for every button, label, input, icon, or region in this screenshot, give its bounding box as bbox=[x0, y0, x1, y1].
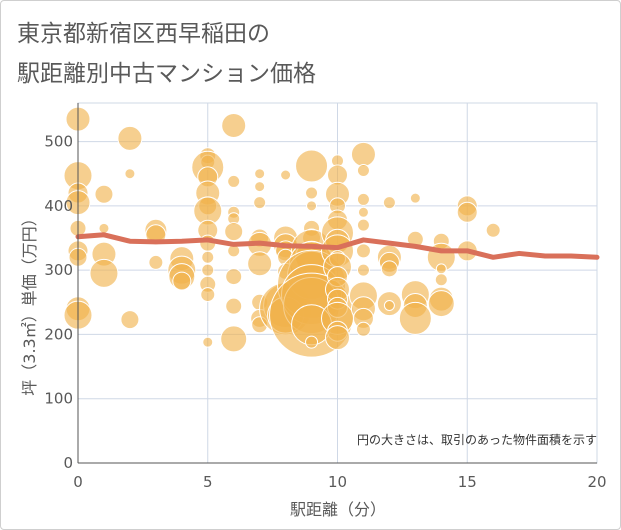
bubble-point bbox=[172, 271, 192, 291]
y-tick-label: 500 bbox=[44, 133, 73, 151]
bubble-point bbox=[357, 206, 369, 218]
bubble-point bbox=[356, 192, 370, 206]
bubble-point bbox=[117, 125, 143, 151]
bubble-point bbox=[124, 168, 136, 180]
bubble-point bbox=[380, 260, 398, 278]
bubble-point bbox=[148, 254, 164, 270]
y-tick-label: 400 bbox=[44, 197, 73, 215]
bubble-point bbox=[201, 263, 215, 277]
bubble-point bbox=[254, 168, 266, 180]
bubble-point bbox=[94, 184, 114, 204]
bubble-point bbox=[355, 243, 371, 259]
bubble-point bbox=[427, 290, 455, 318]
trend-line-series bbox=[75, 232, 600, 260]
bubble-point bbox=[227, 174, 241, 188]
bubble-point bbox=[356, 263, 370, 277]
y-tick-label: 100 bbox=[44, 390, 73, 408]
bubble-point bbox=[247, 251, 273, 277]
bubble-point bbox=[225, 268, 243, 286]
y-axis-label: 坪（3.3㎡）単価（万円） bbox=[20, 210, 39, 395]
bubble-point bbox=[89, 258, 119, 288]
x-tick-label: 5 bbox=[203, 473, 213, 491]
bubble-point bbox=[325, 325, 350, 351]
bubble-point bbox=[398, 301, 432, 335]
bubble-point bbox=[382, 196, 396, 210]
bubble-point bbox=[201, 250, 215, 264]
bubble-point bbox=[383, 300, 395, 311]
chart-title-line-2: 駅距離別中古マンション価格 bbox=[17, 61, 316, 87]
bubble-point bbox=[202, 336, 214, 348]
x-tick-label: 15 bbox=[458, 473, 477, 491]
bubble-point bbox=[409, 192, 421, 204]
bubble-point bbox=[434, 273, 448, 287]
bubble-series bbox=[63, 106, 501, 358]
bubble-point bbox=[356, 164, 370, 177]
bubble-point bbox=[224, 222, 244, 242]
bubble-point bbox=[254, 181, 266, 193]
bubble-point bbox=[225, 297, 243, 315]
bubble-point bbox=[220, 325, 248, 353]
bubble-point bbox=[485, 222, 501, 238]
y-tick-label: 200 bbox=[44, 325, 73, 343]
x-tick-label: 20 bbox=[587, 473, 606, 491]
bubble-point bbox=[280, 169, 292, 181]
chart-title-line-1: 東京都新宿区西早稲田の bbox=[17, 21, 270, 47]
bubble-point bbox=[350, 141, 376, 167]
bubble-point bbox=[98, 222, 110, 234]
bubble-point bbox=[295, 149, 329, 183]
bubble-point bbox=[200, 287, 216, 303]
bubble-point bbox=[356, 218, 370, 232]
x-tick-label: 10 bbox=[328, 473, 347, 491]
bubble-point bbox=[456, 201, 478, 223]
y-tick-label: 300 bbox=[44, 261, 73, 279]
bubble-point bbox=[120, 310, 140, 330]
bubble-point bbox=[253, 196, 267, 210]
bubble-point bbox=[221, 113, 247, 138]
bubble-point bbox=[306, 200, 318, 212]
average-price-line bbox=[75, 232, 600, 260]
y-tick-label: 0 bbox=[63, 454, 73, 472]
bubble-size-note: 円の大きさは、取引のあった物件面積を示す bbox=[357, 432, 597, 447]
bubble-point bbox=[355, 321, 371, 337]
bubble-point bbox=[435, 263, 447, 275]
x-tick-label: 0 bbox=[73, 473, 83, 491]
bubble-point bbox=[305, 186, 319, 200]
bubble-point bbox=[305, 335, 319, 349]
x-axis-label: 駅距離（分） bbox=[290, 500, 386, 519]
